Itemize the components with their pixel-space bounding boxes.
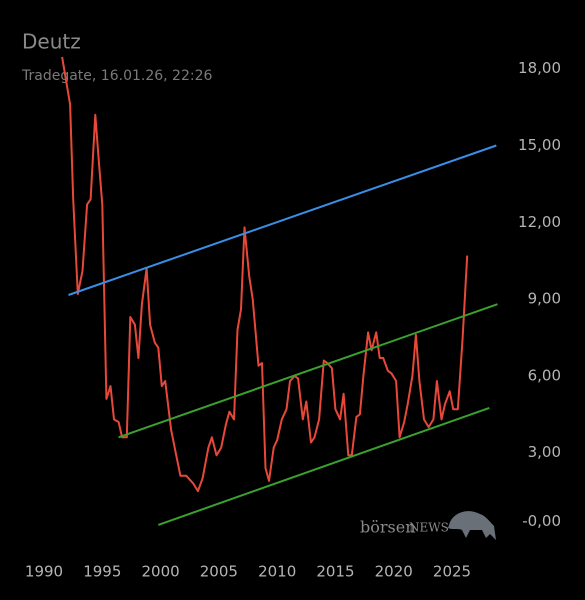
x-tick-label: 2010 <box>258 563 296 581</box>
x-tick-label: 1995 <box>83 563 121 581</box>
x-tick-label: 2005 <box>200 563 238 581</box>
trend-line <box>68 144 497 296</box>
trend-line <box>118 303 498 439</box>
x-tick-label: 2015 <box>316 563 354 581</box>
watermark-text: börsen <box>360 518 416 537</box>
y-tick-label: 15,00 <box>518 136 561 154</box>
x-tick-label: 1990 <box>25 563 63 581</box>
chart-subtitle: Tradegate, 16.01.26, 22:26 <box>21 68 212 84</box>
trend-line <box>157 406 490 526</box>
watermark-icon <box>448 511 496 540</box>
x-tick-label: 2020 <box>375 563 413 581</box>
y-tick-label: 12,00 <box>518 213 561 231</box>
x-tick-label: 2000 <box>141 563 179 581</box>
y-tick-label: 9,00 <box>528 290 561 308</box>
watermark: börsen NEWS <box>360 511 496 540</box>
chart-title: Deutz <box>22 30 81 54</box>
y-tick-label: 6,00 <box>528 366 561 384</box>
y-tick-label: 18,00 <box>518 59 561 77</box>
watermark-text: NEWS <box>409 521 449 535</box>
price-line <box>61 56 469 493</box>
y-tick-label: -0,00 <box>522 512 561 530</box>
x-tick-label: 2025 <box>433 563 471 581</box>
y-tick-label: 3,00 <box>528 443 561 461</box>
